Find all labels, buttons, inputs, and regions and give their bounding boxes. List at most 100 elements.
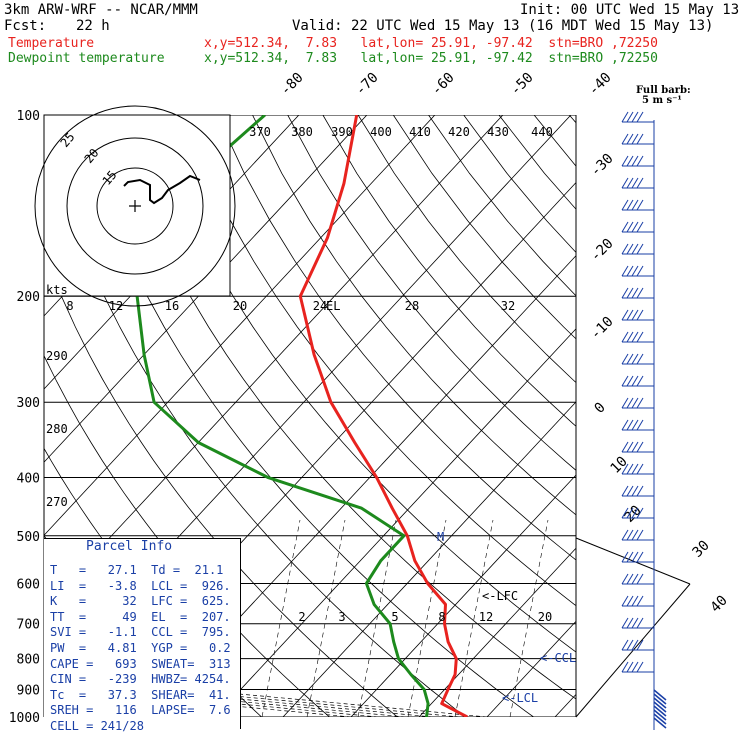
isotherm-line — [350, 474, 576, 717]
barb-flag — [626, 419, 634, 431]
barb-flag — [636, 595, 644, 607]
barb-flag — [626, 529, 634, 541]
dry-adiabat — [44, 123, 467, 717]
wind-barb — [621, 485, 654, 497]
isotherm-label: 0 — [592, 400, 609, 417]
barb-flag — [631, 551, 639, 563]
barb-flag — [631, 419, 639, 431]
pressure-label-400: 400 — [17, 471, 40, 486]
parcel-info-row: SVI = -1.1 CCL = 795. — [50, 625, 231, 640]
barb-flag — [636, 265, 644, 277]
wind-barb — [621, 595, 654, 607]
dry-adiabat — [146, 115, 576, 653]
barb-flag — [626, 661, 634, 673]
mixing-ratio-label: 5 — [391, 610, 398, 624]
isotherm-label: -20 — [588, 236, 617, 265]
temperature-trace — [298, 115, 468, 717]
barb-flag — [621, 617, 629, 629]
mixing-ratio-line — [509, 519, 549, 717]
barb-flag — [636, 243, 644, 255]
forecast-hour: 22 h — [76, 18, 110, 34]
isotherm-label: -80 — [278, 70, 307, 99]
barb-flag — [636, 639, 644, 651]
dry-adiabat — [428, 115, 576, 297]
barb-flag — [626, 353, 634, 365]
barb-flag — [636, 133, 644, 145]
barb-flag — [621, 221, 629, 233]
parcel-info-row: CIN = -239 HWBZ= 4254. — [50, 672, 231, 687]
el-marker: EL — [326, 299, 340, 313]
barb-flag — [626, 485, 634, 497]
pressure-label-800: 800 — [17, 653, 40, 668]
hodo-trace — [123, 174, 201, 205]
barb-flag — [626, 441, 634, 453]
theta-label: 410 — [409, 125, 431, 139]
hodo-ring — [66, 137, 204, 275]
hodo-speed-label: 16 — [165, 299, 179, 313]
mixing-ratio-label: 12 — [479, 610, 493, 624]
isotherm-line — [611, 87, 740, 729]
hodo-speed-label: 32 — [501, 299, 515, 313]
barb-flag — [626, 595, 634, 607]
full-barb-legend: Full barb: 5 m s⁻¹ — [636, 86, 691, 106]
barb-flag — [621, 661, 629, 673]
barb-flag — [636, 661, 644, 673]
dry-adiabat — [392, 115, 576, 340]
barb-lower — [653, 713, 667, 725]
dry-adiabat — [357, 115, 576, 384]
isotherm-line — [418, 547, 576, 717]
barb-flag — [636, 287, 644, 299]
hodo-speed-label: 12 — [109, 299, 123, 313]
full-barb-units: 5 m s⁻¹ — [642, 95, 682, 106]
parcel-info-row: PW = 4.81 YGP = 0.2 — [50, 641, 231, 655]
theta-label: 430 — [487, 125, 509, 139]
wind-barb — [621, 573, 654, 585]
barb-flag — [626, 243, 634, 255]
barb-flag — [636, 573, 644, 585]
theta-label: 400 — [370, 125, 392, 139]
barb-flag — [631, 397, 639, 409]
dry-adiabat — [181, 115, 576, 607]
barb-flag — [636, 221, 644, 233]
dewpoint-station-info: x,y=512.34, 7.83 lat,lon= 25.91, -97.42 … — [204, 51, 658, 66]
mixing-ratio-line — [261, 519, 301, 717]
wind-barb — [621, 155, 654, 167]
barb-flag — [631, 441, 639, 453]
isotherm-line — [44, 115, 368, 463]
barb-flag — [626, 463, 634, 475]
wind-barb — [621, 177, 654, 189]
barb-flag — [621, 133, 629, 145]
dry-adiabat — [287, 115, 576, 471]
isotherm-label: -30 — [588, 151, 617, 180]
mixing-ratio-label: 8 — [438, 610, 445, 624]
barb-flag — [636, 463, 644, 475]
lfc-marker: <-LFC — [482, 589, 518, 603]
pressure-label-1000: 1000 — [9, 711, 40, 726]
parcel-info-row: SREH = 116 LAPSE= 7.6 — [50, 703, 231, 718]
pressure-label-100: 100 — [17, 109, 40, 124]
valid-time: Valid: 22 UTC Wed 15 May 13 (16 MDT Wed … — [292, 18, 714, 34]
barb-flag — [626, 287, 634, 299]
barb-flag — [626, 573, 634, 585]
pressure-label-500: 500 — [17, 530, 40, 545]
barb-flag — [626, 639, 634, 651]
barb-flag — [636, 177, 644, 189]
barb-flag — [621, 529, 629, 541]
wind-barb — [621, 617, 654, 629]
barb-flag — [631, 265, 639, 277]
mixing-ratio-label: 3 — [338, 610, 345, 624]
barb-flag — [631, 155, 639, 167]
dry-adiabat — [216, 115, 576, 561]
isotherm-label: -70 — [353, 70, 382, 99]
barb-flag — [626, 177, 634, 189]
barb-flag — [631, 485, 639, 497]
parcel-info-row: CELL = 241/28 — [50, 719, 144, 733]
wind-barb — [621, 551, 654, 563]
temperature-legend-label: Temperature — [8, 36, 95, 51]
barb-flag — [631, 287, 639, 299]
barb-flag — [636, 155, 644, 167]
barb-flag — [621, 177, 629, 189]
mixing-ratio-label: 20 — [538, 610, 552, 624]
theta-label: 380 — [291, 125, 313, 139]
barb-flag — [636, 507, 644, 519]
